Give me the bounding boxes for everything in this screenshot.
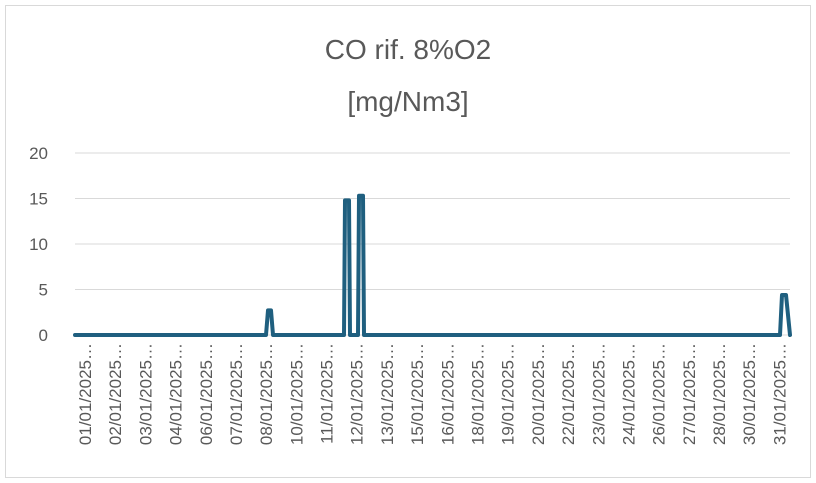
x-tick-label-0: 01/01/2025… xyxy=(76,343,95,445)
series-line xyxy=(73,193,792,337)
x-tick-label-7: 10/01/2025… xyxy=(287,343,306,445)
y-tick-label-15: 15 xyxy=(29,190,48,209)
y-tick-label-10: 10 xyxy=(29,235,48,254)
x-tick-label-17: 23/01/2025… xyxy=(589,343,608,445)
x-tick-label-13: 18/01/2025… xyxy=(469,343,488,445)
y-tick-label-20: 20 xyxy=(29,144,48,163)
x-tick-label-23: 31/01/2025… xyxy=(770,343,789,445)
x-tick-label-10: 13/01/2025… xyxy=(378,343,397,445)
x-tick-label-20: 27/01/2025… xyxy=(680,343,699,445)
x-tick-label-22: 30/01/2025… xyxy=(740,343,759,445)
x-tick-label-19: 26/01/2025… xyxy=(650,343,669,445)
x-tick-label-9: 12/01/2025… xyxy=(348,343,367,445)
x-tick-label-12: 16/01/2025… xyxy=(438,343,457,445)
x-tick-label-11: 15/01/2025… xyxy=(408,343,427,445)
chart-subtitle: [mg/Nm3] xyxy=(347,86,469,117)
x-tick-label-14: 19/01/2025… xyxy=(499,343,518,445)
x-tick-label-15: 20/01/2025… xyxy=(529,343,548,445)
x-tick-label-3: 04/01/2025… xyxy=(167,343,186,445)
x-tick-label-5: 07/01/2025… xyxy=(227,343,246,445)
x-tick-label-18: 24/01/2025… xyxy=(619,343,638,445)
x-tick-label-21: 28/01/2025… xyxy=(710,343,729,445)
x-tick-label-4: 06/01/2025… xyxy=(197,343,216,445)
x-tick-label-6: 08/01/2025… xyxy=(257,343,276,445)
x-tick-label-8: 11/01/2025… xyxy=(318,343,337,444)
x-tick-label-1: 02/01/2025… xyxy=(106,343,125,445)
y-tick-label-0: 0 xyxy=(39,326,48,345)
chart-area xyxy=(5,5,811,478)
x-tick-label-2: 03/01/2025… xyxy=(136,343,155,445)
y-tick-label-5: 5 xyxy=(39,281,48,300)
chart-title: CO rif. 8%O2 xyxy=(324,34,492,65)
x-tick-label-16: 22/01/2025… xyxy=(559,343,578,445)
